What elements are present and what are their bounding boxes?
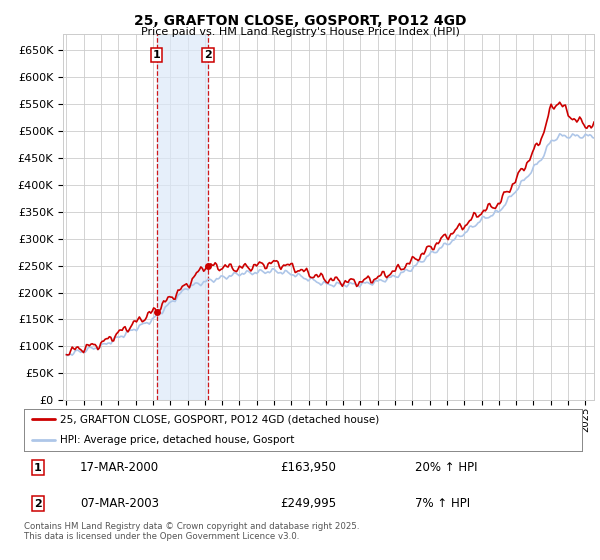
Text: £249,995: £249,995 [281, 497, 337, 510]
Text: 2: 2 [204, 50, 212, 60]
Text: 25, GRAFTON CLOSE, GOSPORT, PO12 4GD: 25, GRAFTON CLOSE, GOSPORT, PO12 4GD [134, 14, 466, 28]
Text: 20% ↑ HPI: 20% ↑ HPI [415, 461, 477, 474]
Bar [157, 34, 208, 400]
Text: Price paid vs. HM Land Registry's House Price Index (HPI): Price paid vs. HM Land Registry's House … [140, 27, 460, 37]
Text: Contains HM Land Registry data © Crown copyright and database right 2025.
This d: Contains HM Land Registry data © Crown c… [24, 522, 359, 542]
Text: 07-MAR-2003: 07-MAR-2003 [80, 497, 159, 510]
Text: 17-MAR-2000: 17-MAR-2000 [80, 461, 159, 474]
Text: HPI: Average price, detached house, Gosport: HPI: Average price, detached house, Gosp… [60, 435, 295, 445]
Text: 25, GRAFTON CLOSE, GOSPORT, PO12 4GD (detached house): 25, GRAFTON CLOSE, GOSPORT, PO12 4GD (de… [60, 414, 380, 424]
Text: 2: 2 [34, 499, 42, 509]
Text: 7% ↑ HPI: 7% ↑ HPI [415, 497, 470, 510]
Text: £163,950: £163,950 [281, 461, 337, 474]
Text: 1: 1 [34, 463, 42, 473]
Text: 1: 1 [152, 50, 160, 60]
